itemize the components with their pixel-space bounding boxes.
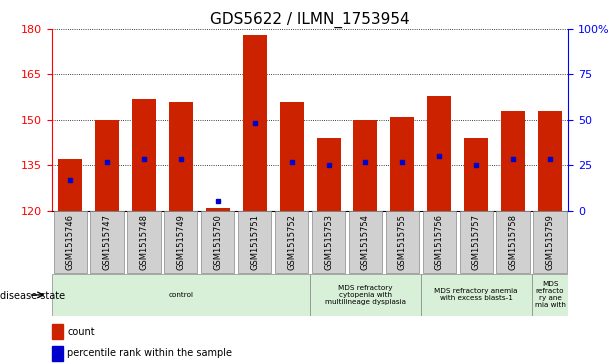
Text: GSM1515752: GSM1515752 bbox=[287, 214, 296, 270]
Text: GSM1515746: GSM1515746 bbox=[66, 214, 75, 270]
Text: GSM1515757: GSM1515757 bbox=[472, 214, 481, 270]
FancyBboxPatch shape bbox=[54, 211, 87, 273]
FancyBboxPatch shape bbox=[533, 211, 567, 273]
FancyBboxPatch shape bbox=[52, 274, 310, 316]
Text: GSM1515755: GSM1515755 bbox=[398, 214, 407, 270]
Bar bbox=[427, 95, 451, 211]
FancyBboxPatch shape bbox=[385, 211, 419, 273]
Text: GSM1515748: GSM1515748 bbox=[139, 214, 148, 270]
FancyBboxPatch shape bbox=[310, 274, 421, 316]
FancyBboxPatch shape bbox=[421, 274, 531, 316]
Bar bbox=[464, 138, 488, 211]
FancyBboxPatch shape bbox=[275, 211, 308, 273]
Bar bbox=[132, 99, 156, 211]
Bar bbox=[52, 324, 63, 339]
Bar bbox=[58, 159, 82, 211]
FancyBboxPatch shape bbox=[497, 211, 530, 273]
Bar bbox=[52, 346, 63, 361]
Text: count: count bbox=[67, 327, 95, 337]
FancyBboxPatch shape bbox=[201, 211, 235, 273]
FancyBboxPatch shape bbox=[91, 211, 123, 273]
FancyBboxPatch shape bbox=[531, 274, 568, 316]
Text: control: control bbox=[168, 292, 193, 298]
Bar bbox=[206, 208, 230, 211]
Bar bbox=[317, 138, 340, 211]
Text: MDS refractory anemia
with excess blasts-1: MDS refractory anemia with excess blasts… bbox=[435, 289, 518, 301]
Text: MDS
refracto
ry ane
mia with: MDS refracto ry ane mia with bbox=[534, 281, 565, 309]
Bar bbox=[243, 35, 267, 211]
Text: GSM1515759: GSM1515759 bbox=[545, 214, 554, 270]
FancyBboxPatch shape bbox=[164, 211, 198, 273]
Text: GSM1515751: GSM1515751 bbox=[250, 214, 259, 270]
Text: GSM1515747: GSM1515747 bbox=[103, 214, 111, 270]
Bar bbox=[169, 102, 193, 211]
Bar bbox=[353, 120, 378, 211]
FancyBboxPatch shape bbox=[312, 211, 345, 273]
FancyBboxPatch shape bbox=[349, 211, 382, 273]
Text: GSM1515754: GSM1515754 bbox=[361, 214, 370, 270]
Title: GDS5622 / ILMN_1753954: GDS5622 / ILMN_1753954 bbox=[210, 12, 410, 28]
Bar bbox=[538, 111, 562, 211]
Text: GSM1515758: GSM1515758 bbox=[509, 214, 517, 270]
Text: GSM1515750: GSM1515750 bbox=[213, 214, 223, 270]
Text: percentile rank within the sample: percentile rank within the sample bbox=[67, 348, 232, 358]
Text: GSM1515756: GSM1515756 bbox=[435, 214, 444, 270]
Text: GSM1515749: GSM1515749 bbox=[176, 214, 185, 270]
Bar bbox=[390, 117, 415, 211]
FancyBboxPatch shape bbox=[127, 211, 161, 273]
Text: disease state: disease state bbox=[0, 291, 65, 301]
Bar bbox=[280, 102, 303, 211]
Bar bbox=[95, 120, 119, 211]
Text: MDS refractory
cytopenia with
multilineage dysplasia: MDS refractory cytopenia with multilinea… bbox=[325, 285, 406, 305]
Bar bbox=[501, 111, 525, 211]
FancyBboxPatch shape bbox=[423, 211, 456, 273]
Text: GSM1515753: GSM1515753 bbox=[324, 214, 333, 270]
FancyBboxPatch shape bbox=[238, 211, 271, 273]
FancyBboxPatch shape bbox=[460, 211, 493, 273]
